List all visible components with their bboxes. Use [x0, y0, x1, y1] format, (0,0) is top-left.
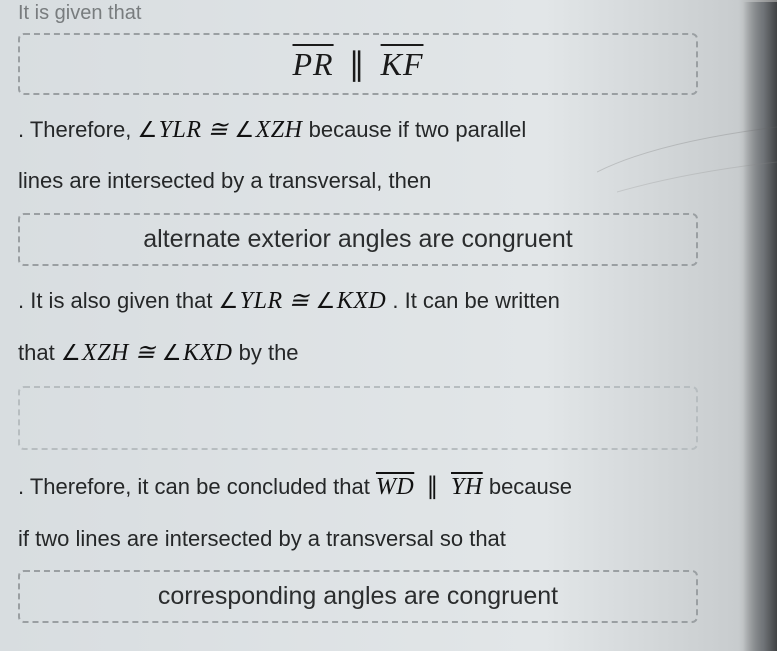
segment-pr: PR — [293, 46, 334, 82]
paragraph-1-line-1: . Therefore, ∠YLR ≅ ∠XZH because if two … — [18, 111, 718, 149]
paragraph-2: . It is also given that ∠YLR ≅ ∠KXD . It… — [18, 282, 718, 320]
angle-ylr: ∠YLR — [137, 117, 201, 143]
page-edge-shadow — [743, 2, 777, 651]
paragraph-4: . Therefore, it can be concluded that WD… — [18, 468, 718, 506]
segment-yh: YH — [451, 474, 483, 500]
paragraph-3: that ∠XZH ≅ ∠KXD by the — [18, 334, 718, 372]
congruent-symbol-1: ≅ — [208, 117, 229, 143]
p4-tail: because — [489, 474, 572, 499]
p3-tail: by the — [239, 340, 299, 365]
p2-tail: . It can be written — [392, 288, 560, 313]
given-expression: PR ∥ KF — [293, 46, 424, 82]
reason-2-text: corresponding angles are congruent — [38, 582, 678, 611]
parallel-symbol-2: ∥ — [420, 474, 445, 500]
reason-box-2: corresponding angles are congruent — [18, 570, 698, 623]
reason-1-text: alternate exterior angles are congruent — [38, 225, 678, 254]
intro-text: It is given that — [18, 2, 718, 25]
congruent-symbol-2: ≅ — [289, 288, 310, 314]
parallel-symbol: ∥ — [343, 46, 372, 82]
congruent-symbol-3: ≅ — [135, 340, 156, 366]
worksheet-page: It is given that PR ∥ KF . Therefore, ∠Y… — [18, 2, 718, 623]
p1-lead: . Therefore, — [18, 117, 137, 142]
reason-box-1: alternate exterior angles are congruent — [18, 213, 698, 266]
angle-ylr-2: ∠YLR — [219, 288, 283, 314]
p3-lead: that — [18, 340, 61, 365]
given-box: PR ∥ KF — [18, 33, 698, 95]
angle-xzh: ∠XZH — [234, 117, 302, 143]
angle-xzh-2: ∠XZH — [61, 340, 129, 366]
angle-kxd-2: ∠KXD — [162, 340, 233, 366]
p2-lead: . It is also given that — [18, 288, 219, 313]
p1-tail1: because if two parallel — [309, 117, 527, 142]
paragraph-5: if two lines are intersected by a transv… — [18, 521, 718, 556]
angle-kxd: ∠KXD — [316, 288, 387, 314]
p4-lead: . Therefore, it can be concluded that — [18, 474, 376, 499]
paragraph-1-line-2: lines are intersected by a transversal, … — [18, 163, 718, 198]
blank-answer-box[interactable] — [18, 386, 698, 450]
segment-wd: WD — [376, 474, 414, 500]
segment-kf: KF — [381, 46, 424, 82]
